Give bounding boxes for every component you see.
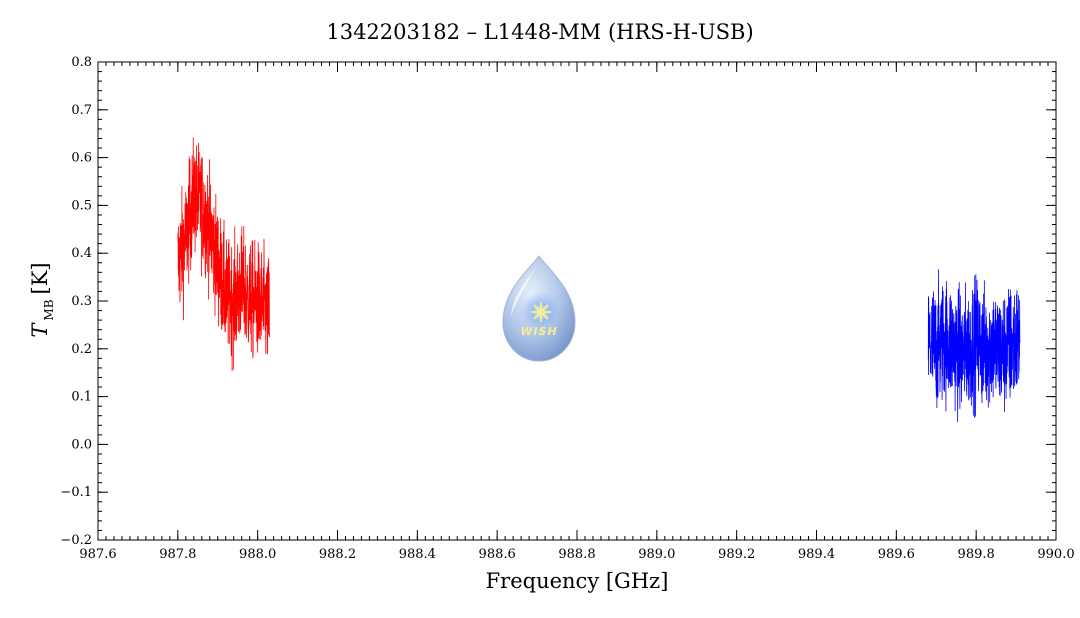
y-axis-label-unit: [K]: [28, 262, 52, 294]
x-tick-label: 990.0: [1037, 547, 1074, 562]
chart-title: 1342203182 – L1448-MM (HRS-H-USB): [326, 20, 753, 44]
x-tick-label: 988.2: [319, 547, 356, 562]
y-tick-label: 0.5: [71, 198, 92, 213]
y-tick-label: 0.7: [71, 103, 92, 118]
logo-text: WISH: [520, 325, 557, 338]
y-tick-label: 0.1: [71, 390, 92, 405]
y-tick-label: 0.3: [71, 294, 92, 309]
y-tick-label: 0.0: [71, 437, 92, 452]
x-tick-label: 989.0: [638, 547, 675, 562]
x-tick-label: 989.2: [718, 547, 755, 562]
spectrum-series-2: [927, 269, 1021, 423]
y-tick-label: 0.4: [71, 246, 92, 261]
x-tick-label: 988.4: [399, 547, 436, 562]
logo-star-icon: [531, 302, 551, 322]
y-tick-label: 0.2: [71, 342, 92, 357]
x-tick-label: 987.6: [79, 547, 116, 562]
y-tick-label: 0.6: [71, 151, 92, 166]
y-axis-label-symbol: T: [28, 322, 52, 338]
spectrum-series-1: [177, 137, 270, 371]
x-tick-label: 988.0: [239, 547, 276, 562]
y-tick-label: −0.2: [60, 533, 92, 548]
x-tick-label: 987.8: [159, 547, 196, 562]
x-tick-label: 988.6: [479, 547, 516, 562]
x-axis-label: Frequency [GHz]: [486, 569, 669, 593]
plot-area: WISH 987.6 987.8 988.0 988.2 988.4 988.6 988.8…: [60, 55, 1074, 562]
y-axis-label-subscript: MB: [42, 299, 56, 320]
y-tick-label: 0.8: [71, 55, 92, 70]
logo-drop-highlight: [511, 264, 537, 316]
x-tick-label: 989.4: [798, 547, 835, 562]
y-axis-label: T MB [K]: [28, 262, 56, 337]
wish-logo: WISH: [502, 255, 576, 362]
y-tick-label: −0.1: [60, 485, 92, 500]
x-tick-label: 989.8: [958, 547, 995, 562]
x-tick-label: 988.8: [558, 547, 595, 562]
x-tick-label: 989.6: [878, 547, 915, 562]
